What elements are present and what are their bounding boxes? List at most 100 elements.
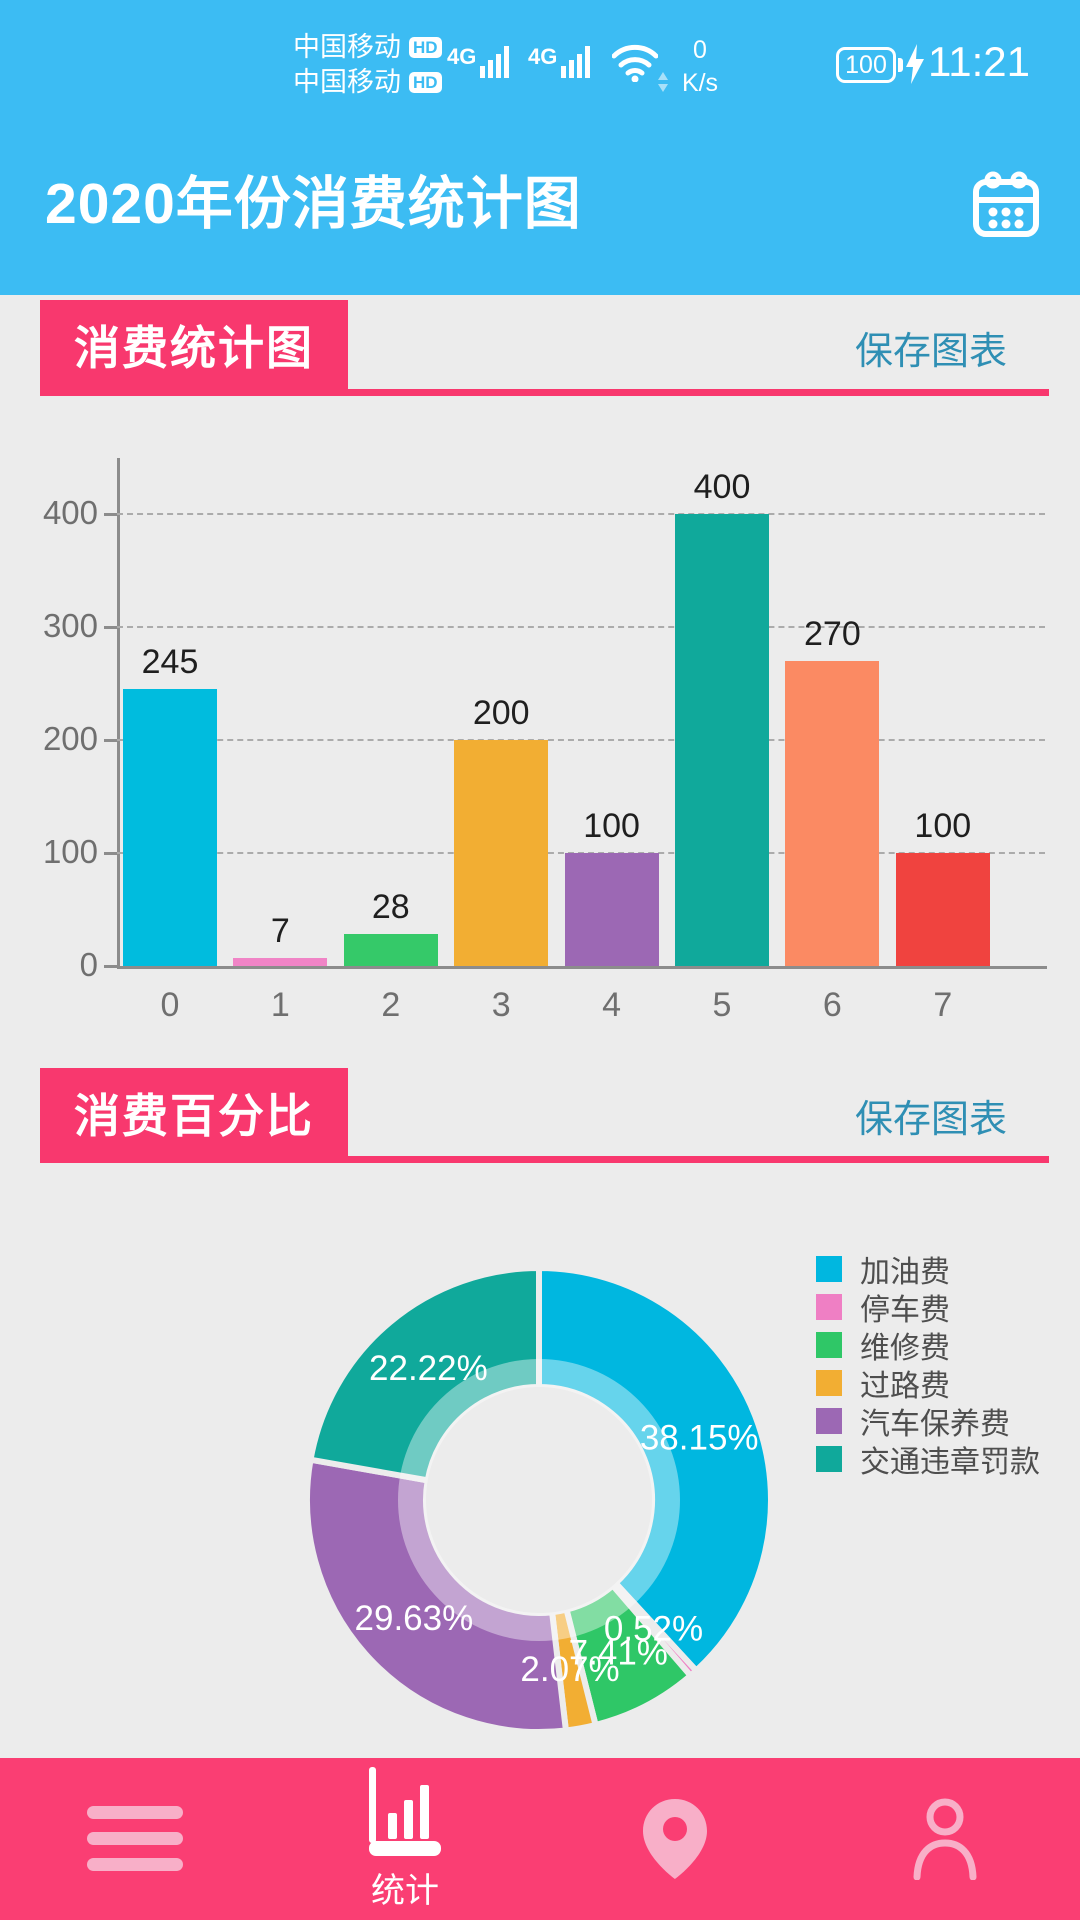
legend-item: 汽车保养费 [816, 1408, 1040, 1441]
legend-item: 交通违章罚款 [816, 1446, 1040, 1479]
x-tick-label: 7 [933, 986, 953, 1024]
status-clock: 11:21 [928, 38, 1030, 85]
pie-section-divider [40, 1156, 1049, 1163]
bar-column-0[interactable] [123, 689, 217, 966]
menu-icon [87, 1806, 183, 1871]
donut-inner-ring [398, 1359, 680, 1641]
legend-label: 停车费 [860, 1294, 950, 1327]
bar-section-badge: 消费统计图 [40, 300, 348, 390]
wifi-icon [612, 44, 658, 82]
bar-column-6[interactable] [785, 661, 880, 966]
pie-slice-0[interactable] [536, 1264, 774, 1675]
net-speed-unit: K/s [681, 69, 719, 97]
calendar-icon[interactable] [972, 170, 1040, 238]
bar-value-label: 200 [472, 694, 530, 732]
x-tick-label: 1 [270, 986, 290, 1024]
nav-item-location[interactable] [540, 1758, 810, 1920]
pie-chart[interactable]: 38.15% 0.52%7.41%2.07% 29.63% 22.22% [279, 1240, 799, 1760]
bar-column-2[interactable] [343, 934, 438, 966]
y-tick-label: 300 [42, 607, 98, 644]
bar-value-label: 270 [804, 615, 861, 653]
bar-chart-icon [369, 1766, 441, 1856]
save-pie-chart-button[interactable]: 保存图表 [854, 1099, 1007, 1141]
hd-badge-2: HD [409, 72, 442, 93]
y-tick-label: 0 [79, 946, 98, 983]
pie-percent-label: 22.22% [369, 1349, 488, 1388]
nav-item-menu[interactable] [0, 1758, 270, 1920]
legend-swatch [816, 1332, 842, 1358]
carrier-name-1: 中国移动 [293, 32, 401, 62]
signal-bars-icon-1 [480, 46, 510, 78]
x-tick-label: 6 [822, 986, 842, 1024]
legend-swatch [816, 1370, 842, 1396]
battery-nub [898, 58, 903, 72]
x-axis-line [117, 966, 1047, 969]
bottom-nav: 统计 [0, 1758, 1080, 1920]
bar-value-label: 28 [371, 888, 410, 926]
legend-item: 停车费 [816, 1294, 1040, 1327]
net-speed-value: 0 [693, 36, 707, 64]
nav-stats-label: 统计 [371, 1871, 439, 1910]
carrier-row-2: 中国移动 HD [293, 65, 442, 100]
x-tick-label: 4 [602, 986, 622, 1024]
pie-slice-4[interactable] [304, 1456, 570, 1735]
x-tick-label: 5 [712, 986, 732, 1024]
save-bar-chart-button[interactable]: 保存图表 [854, 331, 1007, 373]
nav-item-profile[interactable] [810, 1758, 1080, 1920]
person-icon [913, 1798, 977, 1880]
legend-swatch [816, 1294, 842, 1320]
y-tickmark-0 [104, 965, 117, 968]
legend-swatch [816, 1408, 842, 1434]
legend-swatch [816, 1446, 842, 1472]
x-tick-label: 0 [160, 986, 180, 1024]
pie-percent-label: 38.15% [640, 1418, 759, 1457]
charging-bolt-icon [906, 44, 924, 84]
y-tick-label: 400 [42, 494, 98, 531]
legend-label: 过路费 [860, 1370, 950, 1403]
page-title: 2020年份消费统计图 [45, 172, 582, 236]
network-type-1: 4G [447, 44, 477, 69]
gridline-200 [117, 739, 1045, 741]
bar-column-7[interactable] [895, 853, 990, 966]
pie-slice-5[interactable] [307, 1264, 542, 1484]
bar-column-3[interactable] [454, 740, 549, 966]
battery-indicator: 100 [836, 47, 896, 83]
signal-bars-icon-2 [561, 46, 591, 78]
battery-level: 100 [845, 50, 887, 79]
legend-label: 交通违章罚款 [860, 1446, 1040, 1479]
legend-item: 维修费 [816, 1332, 1040, 1365]
bar-value-label: 400 [693, 468, 751, 506]
nav-item-stats[interactable]: 统计 [270, 1758, 540, 1920]
pie-percent-label: 7.41% [569, 1634, 668, 1673]
y-tickmark-300 [104, 626, 117, 629]
carrier-row-1: 中国移动 HD [293, 30, 442, 65]
y-tick-label: 200 [42, 720, 98, 757]
signal-group-1: 4G [447, 44, 510, 78]
bar-value-label: 100 [583, 807, 640, 845]
bar-value-label: 100 [914, 807, 972, 845]
bar-chart[interactable]: 0 100 200 300 400 245 0 7 1 28 2 200 3 100 4 400 5 270 6 10… [0, 430, 1080, 1045]
bar-value-label: 245 [141, 643, 199, 681]
y-axis-line [117, 458, 120, 969]
bar-column-1[interactable] [233, 958, 328, 966]
signal-group-2: 4G [528, 44, 591, 78]
bar-value-label: 7 [270, 912, 290, 950]
bar-column-5[interactable] [675, 514, 769, 966]
hd-badge-1: HD [409, 37, 442, 58]
header-area: 中国移动 HD 中国移动 HD 4G 4G [0, 0, 1080, 295]
network-type-2: 4G [528, 44, 558, 69]
carrier-name-2: 中国移动 [293, 67, 401, 97]
y-tickmark-400 [104, 513, 117, 516]
pie-percent-label: 0.52% [604, 1609, 703, 1648]
legend-label: 汽车保养费 [860, 1408, 1010, 1441]
traffic-arrows-icon [658, 72, 668, 92]
gridline-300 [117, 626, 1045, 628]
net-speed: 0 K/s [665, 34, 735, 100]
bar-column-4[interactable] [564, 853, 659, 966]
legend-item: 过路费 [816, 1370, 1040, 1403]
x-tick-label: 2 [381, 986, 401, 1024]
legend-label: 加油费 [860, 1256, 950, 1289]
legend-swatch [816, 1256, 842, 1282]
x-tick-label: 3 [491, 986, 511, 1024]
